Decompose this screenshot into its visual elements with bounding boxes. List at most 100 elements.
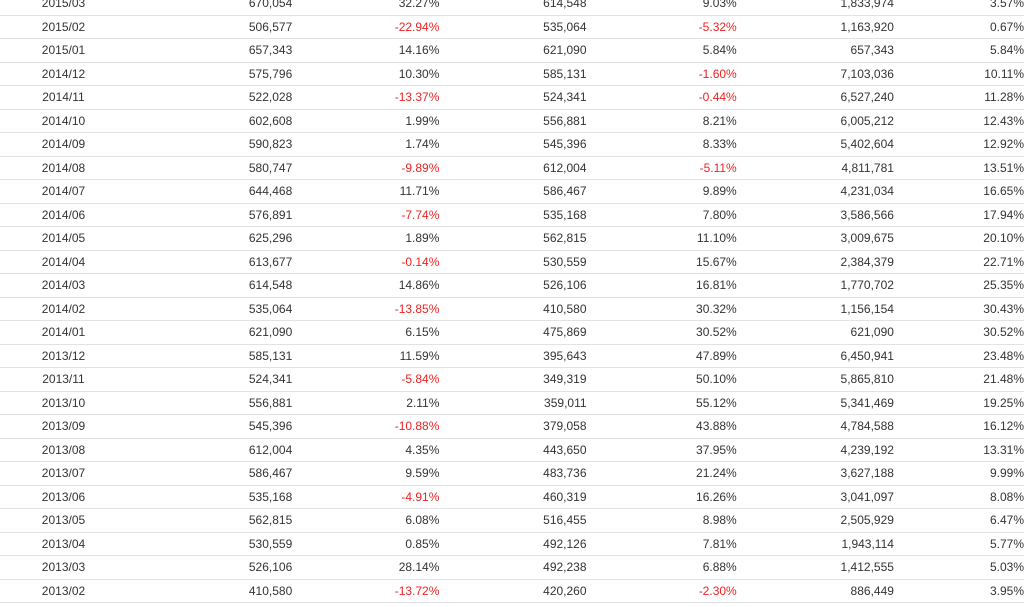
change-c-cell: 0.67%: [893, 15, 1024, 39]
value-a-cell: 562,815: [126, 508, 293, 533]
change-a-cell: -10.88%: [292, 414, 440, 439]
table-row: 2014/04 613,677 -0.14% 530,559 15.67% 2,384,3…: [0, 250, 1024, 274]
value-c-cell: 5,341,469: [736, 391, 894, 415]
change-a-cell: 11.71%: [292, 179, 440, 204]
change-b-cell: 11.10%: [586, 226, 737, 251]
month-cell: 2013/04: [0, 532, 127, 556]
table-row: 2014/01 621,090 6.15% 475,869 30.52% 621,090 3…: [0, 320, 1024, 345]
value-a-cell: 522,028: [126, 85, 293, 110]
value-b-cell: 585,131: [439, 62, 587, 86]
value-a-cell: 576,891: [126, 203, 293, 227]
value-a-cell: 556,881: [126, 391, 293, 415]
value-c-cell: 4,784,588: [736, 414, 894, 439]
value-b-cell: 556,881: [439, 109, 587, 133]
change-c-cell: 21.48%: [893, 367, 1024, 392]
value-c-cell: 3,041,097: [736, 485, 894, 509]
change-a-cell: 1.99%: [292, 109, 440, 133]
month-cell: 2013/10: [0, 391, 127, 415]
change-b-cell: 7.81%: [586, 532, 737, 556]
change-c-cell: 6.47%: [893, 508, 1024, 533]
value-c-cell: 6,450,941: [736, 344, 894, 368]
table-row: 2013/02 410,580 -13.72% 420,260 -2.30% 886,44…: [0, 579, 1024, 603]
change-c-cell: 30.43%: [893, 297, 1024, 321]
change-c-cell: 3.95%: [893, 579, 1024, 603]
value-a-cell: 613,677: [126, 250, 293, 274]
value-c-cell: 1,770,702: [736, 273, 894, 298]
change-a-cell: -13.85%: [292, 297, 440, 321]
value-b-cell: 586,467: [439, 179, 587, 204]
change-b-cell: 16.26%: [586, 485, 737, 509]
month-cell: 2014/01: [0, 320, 127, 345]
value-b-cell: 492,126: [439, 532, 587, 556]
value-a-cell: 602,608: [126, 109, 293, 133]
value-a-cell: 590,823: [126, 132, 293, 157]
value-c-cell: 2,384,379: [736, 250, 894, 274]
change-a-cell: 0.85%: [292, 532, 440, 556]
change-a-cell: -0.14%: [292, 250, 440, 274]
table-row: 2013/10 556,881 2.11% 359,011 55.12% 5,341,46…: [0, 391, 1024, 415]
value-a-cell: 410,580: [126, 579, 293, 603]
value-c-cell: 4,231,034: [736, 179, 894, 204]
change-a-cell: 11.59%: [292, 344, 440, 368]
change-c-cell: 25.35%: [893, 273, 1024, 298]
change-b-cell: 43.88%: [586, 414, 737, 439]
value-b-cell: 420,260: [439, 579, 587, 603]
value-b-cell: 614,548: [439, 0, 587, 16]
change-b-cell: -1.60%: [586, 62, 737, 86]
value-a-cell: 535,064: [126, 297, 293, 321]
change-a-cell: -4.91%: [292, 485, 440, 509]
change-c-cell: 23.48%: [893, 344, 1024, 368]
value-b-cell: 475,869: [439, 320, 587, 345]
change-b-cell: 15.67%: [586, 250, 737, 274]
change-a-cell: 4.35%: [292, 438, 440, 462]
month-cell: 2015/02: [0, 15, 127, 39]
month-cell: 2014/02: [0, 297, 127, 321]
change-c-cell: 10.11%: [893, 62, 1024, 86]
change-a-cell: -22.94%: [292, 15, 440, 39]
change-b-cell: -0.44%: [586, 85, 737, 110]
value-b-cell: 483,736: [439, 461, 587, 486]
value-b-cell: 545,396: [439, 132, 587, 157]
table-row: 2014/07 644,468 11.71% 586,467 9.89% 4,231,03…: [0, 179, 1024, 204]
value-c-cell: 1,833,974: [736, 0, 894, 16]
value-a-cell: 670,054: [126, 0, 293, 16]
value-b-cell: 492,238: [439, 555, 587, 580]
change-c-cell: 20.10%: [893, 226, 1024, 251]
month-cell: 2013/09: [0, 414, 127, 439]
change-b-cell: 30.52%: [586, 320, 737, 345]
change-b-cell: 55.12%: [586, 391, 737, 415]
change-c-cell: 9.99%: [893, 461, 1024, 486]
value-b-cell: 562,815: [439, 226, 587, 251]
value-c-cell: 621,090: [736, 320, 894, 345]
change-b-cell: 16.81%: [586, 273, 737, 298]
change-b-cell: 5.84%: [586, 38, 737, 63]
value-c-cell: 657,343: [736, 38, 894, 63]
value-c-cell: 2,505,929: [736, 508, 894, 533]
value-a-cell: 585,131: [126, 344, 293, 368]
change-a-cell: 28.14%: [292, 555, 440, 580]
change-a-cell: 14.16%: [292, 38, 440, 63]
value-c-cell: 7,103,036: [736, 62, 894, 86]
value-c-cell: 1,412,555: [736, 555, 894, 580]
change-a-cell: -7.74%: [292, 203, 440, 227]
month-cell: 2014/08: [0, 156, 127, 180]
value-c-cell: 4,239,192: [736, 438, 894, 462]
table-row: 2014/03 614,548 14.86% 526,106 16.81% 1,770,7…: [0, 273, 1024, 298]
value-a-cell: 535,168: [126, 485, 293, 509]
value-a-cell: 657,343: [126, 38, 293, 63]
change-b-cell: 8.21%: [586, 109, 737, 133]
table-row: 2015/02 506,577 -22.94% 535,064 -5.32% 1,163,…: [0, 15, 1024, 39]
value-a-cell: 625,296: [126, 226, 293, 251]
table-row: 2013/04 530,559 0.85% 492,126 7.81% 1,943,114…: [0, 532, 1024, 556]
value-a-cell: 612,004: [126, 438, 293, 462]
change-b-cell: -2.30%: [586, 579, 737, 603]
value-c-cell: 3,009,675: [736, 226, 894, 251]
change-a-cell: -9.89%: [292, 156, 440, 180]
value-c-cell: 1,163,920: [736, 15, 894, 39]
month-cell: 2014/07: [0, 179, 127, 204]
change-b-cell: 9.89%: [586, 179, 737, 204]
change-a-cell: 6.15%: [292, 320, 440, 345]
change-b-cell: 21.24%: [586, 461, 737, 486]
table-row: 2014/06 576,891 -7.74% 535,168 7.80% 3,586,56…: [0, 203, 1024, 227]
